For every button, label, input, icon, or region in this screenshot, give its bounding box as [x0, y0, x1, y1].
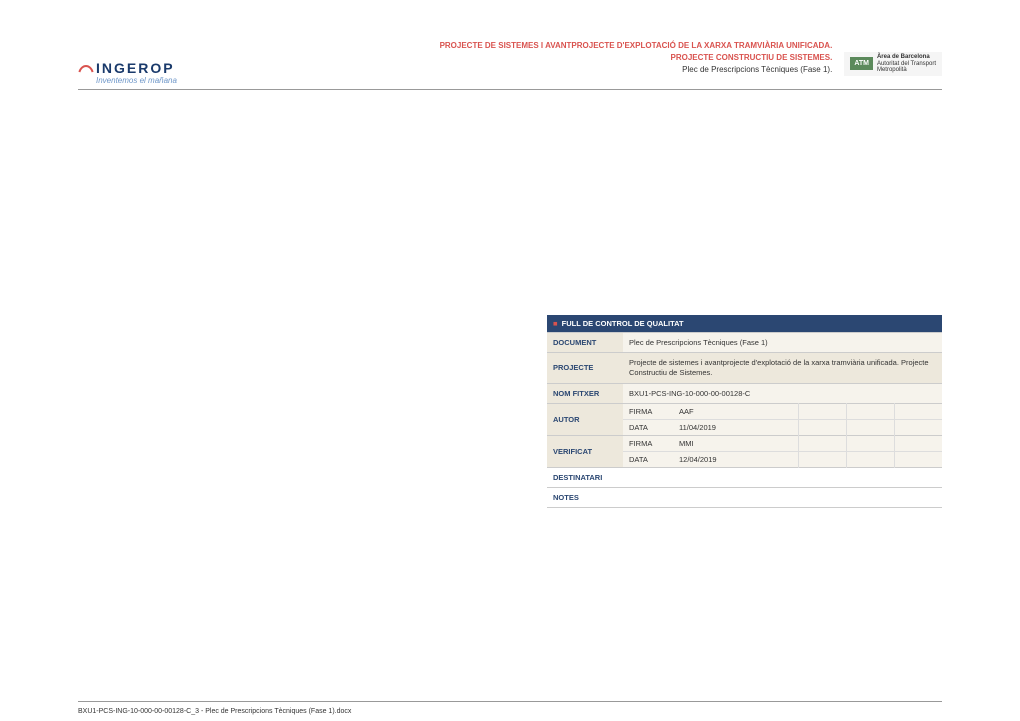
- atm-line2: Autoritat del Transport: [877, 61, 936, 67]
- empty-cell: [798, 403, 846, 419]
- empty-cell: [846, 419, 894, 435]
- empty-cell: [798, 419, 846, 435]
- qc-title-row: ■ FULL DE CONTROL DE QUALITAT: [547, 315, 942, 333]
- atm-text: Àrea de Barcelona Autoritat del Transpor…: [877, 54, 936, 74]
- logo-ingerop: INGEROP: [78, 60, 177, 76]
- empty-cell: [894, 403, 942, 419]
- swoosh-icon: [78, 60, 94, 76]
- document-page: INGEROP Inventemos el mañana PROJECTE DE…: [0, 0, 1020, 721]
- qc-projecte-row: PROJECTE Projecte de sistemes i avantpro…: [547, 353, 942, 384]
- qc-document-row: DOCUMENT Plec de Prescripcions Tècniques…: [547, 333, 942, 353]
- empty-cell: [846, 435, 894, 451]
- qc-notes-val: [623, 487, 942, 507]
- logo-ingerop-text: INGEROP: [96, 60, 175, 76]
- empty-cell: [894, 451, 942, 467]
- qc-autor-label: AUTOR: [547, 403, 623, 435]
- bullet-icon: ■: [553, 319, 558, 328]
- atm-line1: Àrea de Barcelona: [877, 54, 936, 61]
- qc-data-label: DATA: [623, 419, 673, 435]
- empty-cell: [894, 435, 942, 451]
- content-area: ■ FULL DE CONTROL DE QUALITAT DOCUMENT P…: [78, 90, 942, 701]
- empty-cell: [798, 451, 846, 467]
- empty-cell: [798, 435, 846, 451]
- header-line-2: PROJECTE CONSTRUCTIU DE SISTEMES.: [177, 52, 832, 64]
- qc-autor-data: 11/04/2019: [673, 419, 798, 435]
- header-line-1: PROJECTE DE SISTEMES I AVANTPROJECTE D'E…: [177, 40, 832, 52]
- atm-badge: ATM: [850, 57, 873, 70]
- qc-data-label-2: DATA: [623, 451, 673, 467]
- qc-verificat-firma-row: VERIFICAT FIRMA MMI: [547, 435, 942, 451]
- qc-nomfitxer-row: NOM FITXER BXU1-PCS-ING-10-000-00-00128-…: [547, 383, 942, 403]
- qc-notes-label: NOTES: [547, 487, 623, 507]
- qc-nomfitxer-label: NOM FITXER: [547, 383, 623, 403]
- empty-cell: [846, 403, 894, 419]
- logo-ingerop-block: INGEROP Inventemos el mañana: [78, 60, 177, 85]
- logo-atm-block: ATM Àrea de Barcelona Autoritat del Tran…: [844, 52, 942, 76]
- qc-autor-firma: AAF: [673, 403, 798, 419]
- qc-document-val: Plec de Prescripcions Tècniques (Fase 1): [623, 333, 942, 353]
- footer-filename: BXU1-PCS-ING-10-000-00-00128-C_3 - Plec …: [78, 708, 351, 715]
- page-header: INGEROP Inventemos el mañana PROJECTE DE…: [78, 40, 942, 90]
- qc-title: FULL DE CONTROL DE QUALITAT: [562, 319, 684, 328]
- header-line-3: Plec de Prescripcions Tècniques (Fase 1)…: [177, 64, 832, 76]
- qc-verificat-firma: MMI: [673, 435, 798, 451]
- logo-tagline: Inventemos el mañana: [96, 76, 177, 85]
- page-footer: BXU1-PCS-ING-10-000-00-00128-C_3 - Plec …: [78, 701, 942, 721]
- qc-notes-row: NOTES: [547, 487, 942, 507]
- quality-control-table: ■ FULL DE CONTROL DE QUALITAT DOCUMENT P…: [547, 315, 942, 508]
- qc-projecte-val: Projecte de sistemes i avantprojecte d'e…: [623, 353, 942, 384]
- qc-verificat-label: VERIFICAT: [547, 435, 623, 467]
- qc-verificat-data: 12/04/2019: [673, 451, 798, 467]
- qc-destinatari-row: DESTINATARI: [547, 467, 942, 487]
- qc-firma-label: FIRMA: [623, 403, 673, 419]
- qc-nomfitxer-val: BXU1-PCS-ING-10-000-00-00128-C: [623, 383, 942, 403]
- qc-destinatari-label: DESTINATARI: [547, 467, 623, 487]
- qc-document-label: DOCUMENT: [547, 333, 623, 353]
- atm-line3: Metropolità: [877, 67, 907, 73]
- empty-cell: [846, 451, 894, 467]
- qc-destinatari-val: [623, 467, 942, 487]
- header-title-block: PROJECTE DE SISTEMES I AVANTPROJECTE D'E…: [177, 40, 844, 76]
- qc-title-cell: ■ FULL DE CONTROL DE QUALITAT: [547, 315, 942, 333]
- qc-projecte-label: PROJECTE: [547, 353, 623, 384]
- empty-cell: [894, 419, 942, 435]
- qc-autor-firma-row: AUTOR FIRMA AAF: [547, 403, 942, 419]
- qc-firma-label-2: FIRMA: [623, 435, 673, 451]
